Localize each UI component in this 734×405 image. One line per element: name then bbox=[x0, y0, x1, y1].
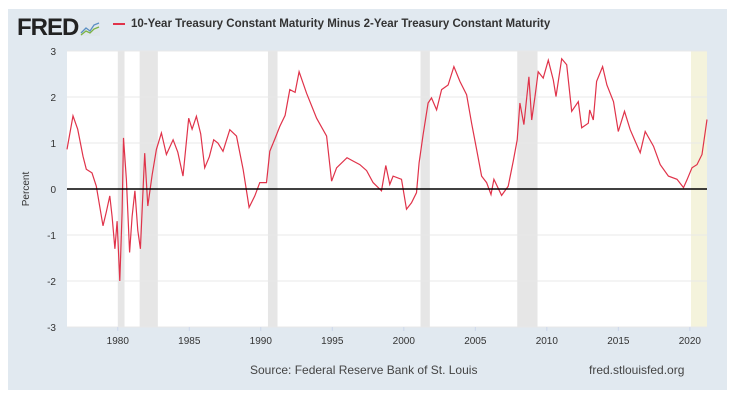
series-line bbox=[66, 57, 708, 282]
x-tick-label: 2010 bbox=[536, 336, 559, 347]
y-tick-label: 0 bbox=[50, 185, 56, 196]
x-tick-label: 2015 bbox=[607, 336, 630, 347]
y-tick-label: 3 bbox=[50, 47, 56, 58]
y-tick-label: 1 bbox=[50, 139, 56, 150]
x-tick-label: 2020 bbox=[679, 336, 702, 347]
site-link[interactable]: fred.stlouisfed.org bbox=[589, 363, 685, 377]
source-text: Source: Federal Reserve Bank of St. Loui… bbox=[250, 363, 478, 377]
x-tick-label: 2005 bbox=[464, 336, 487, 347]
fred-chart-icon bbox=[80, 19, 101, 36]
x-tick-label: 1990 bbox=[250, 336, 273, 347]
fred-logo[interactable]: FRED bbox=[17, 14, 101, 42]
legend-swatch bbox=[113, 23, 125, 25]
fred-logo-text: FRED bbox=[17, 14, 79, 41]
y-tick-label: -1 bbox=[47, 231, 56, 242]
legend-label: 10-Year Treasury Constant Maturity Minus… bbox=[131, 18, 551, 30]
y-tick-label: -2 bbox=[47, 277, 56, 288]
x-tick-label: 2000 bbox=[393, 336, 416, 347]
y-tick-label: -3 bbox=[47, 323, 56, 334]
x-tick-label: 1995 bbox=[321, 336, 344, 347]
x-tick-label: 1985 bbox=[178, 336, 201, 347]
y-axis-label: Percent bbox=[21, 172, 32, 207]
y-tick-label: 2 bbox=[50, 93, 56, 104]
legend: 10-Year Treasury Constant Maturity Minus… bbox=[113, 18, 550, 30]
x-tick-label: 1980 bbox=[107, 336, 130, 347]
